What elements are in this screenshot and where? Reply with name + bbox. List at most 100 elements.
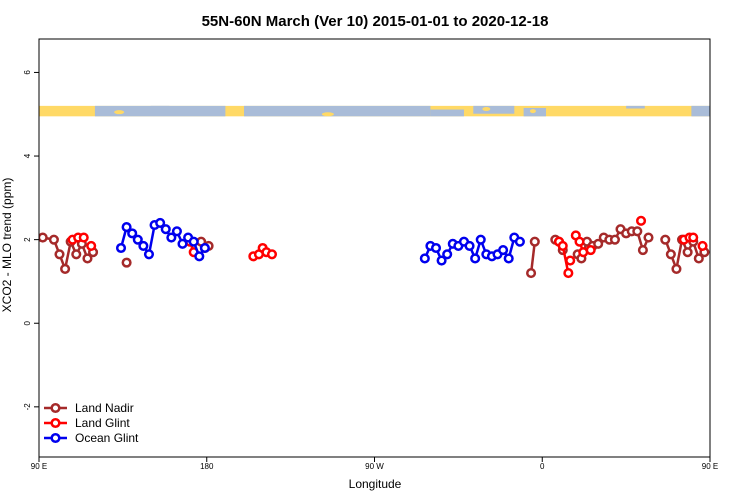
ocean-glint-point (743, 242, 750, 250)
chart-title: 55N-60N March (Ver 10) 2015-01-01 to 202… (202, 13, 549, 30)
ocean-glint-point (160, 224, 171, 235)
x-tick-label: 90 E (31, 462, 47, 471)
ocean-glint-point (419, 253, 430, 264)
ocean-glint-point (442, 249, 453, 260)
land-nadir-point (665, 249, 676, 260)
map-ocean (626, 105, 645, 109)
land-nadir-point (529, 236, 540, 247)
legend-item-land-nadir: Land Nadir (44, 401, 134, 415)
ocean-glint-point (166, 232, 177, 243)
map-ocean (94, 105, 226, 117)
ocean-glint-point (171, 226, 182, 237)
legend-label: Land Glint (75, 416, 130, 430)
map-island (482, 107, 491, 112)
land-glint-point (585, 245, 596, 256)
y-tick-label: -2 (23, 403, 32, 411)
land-nadir-point (682, 247, 693, 258)
land-nadir-point (121, 257, 132, 268)
series-ocean-glint (115, 217, 750, 266)
ocean-glint-point (199, 242, 210, 254)
ocean-glint-point (470, 253, 481, 264)
land-glint-point (563, 268, 574, 279)
ocean-glint-point (436, 255, 447, 266)
series-layer (39, 215, 750, 279)
land-nadir-point (693, 253, 704, 264)
land-nadir-point (671, 263, 682, 274)
ocean-glint-point (721, 244, 729, 252)
land-nadir-point (734, 259, 742, 267)
land-glint-point (78, 232, 89, 243)
ocean-glint-point (514, 236, 525, 247)
land-nadir-point (526, 268, 537, 279)
ocean-glint-point (430, 242, 442, 254)
y-tick-label: 4 (23, 153, 32, 158)
land-glint-point (266, 249, 278, 260)
y-axis-label: XCO2 - MLO trend (ppm) (0, 178, 14, 313)
land-glint-point (86, 240, 97, 251)
land-nadir-point (71, 249, 82, 260)
ocean-glint-line (725, 225, 750, 254)
map-island (666, 110, 679, 115)
ocean-glint-point (155, 217, 166, 228)
legend-label: Land Nadir (75, 401, 134, 415)
ocean-glint-point (121, 222, 132, 233)
ocean-glint-point (194, 251, 205, 262)
map-island (529, 109, 536, 114)
map-island (321, 112, 334, 117)
x-tick-label: 90 E (702, 462, 718, 471)
x-tick-label: 0 (540, 462, 545, 471)
land-nadir-point (60, 263, 71, 274)
land-nadir-point (632, 226, 643, 237)
y-tick-label: 6 (23, 70, 32, 75)
map-island (114, 110, 125, 115)
legend-item-land-glint: Land Glint (44, 416, 130, 430)
y-tick-label: 2 (23, 237, 32, 242)
ocean-glint-point (498, 245, 509, 256)
ocean-glint-point (132, 234, 143, 245)
series-land-nadir (39, 224, 742, 279)
legend-label: Ocean Glint (75, 431, 139, 445)
land-nadir-point (593, 238, 604, 249)
y-axis: -2 0 2 4 6 (23, 70, 39, 411)
map-ocean (150, 105, 170, 110)
ocean-glint-point (138, 240, 149, 251)
ocean-glint-point (143, 249, 155, 260)
ocean-glint-point (115, 242, 127, 254)
ocean-glint-point (464, 240, 475, 251)
land-glint-point (688, 232, 699, 243)
map-ocean (473, 105, 515, 114)
land-nadir-point (660, 234, 671, 245)
legend-marker (50, 402, 61, 414)
land-nadir-point (48, 234, 59, 245)
land-nadir-line (529, 241, 537, 274)
plot-frame (38, 38, 711, 458)
ocean-glint-point (177, 238, 188, 249)
land-glint-point (565, 255, 576, 266)
land-glint-point (697, 240, 708, 251)
x-axis-label: Longitude (349, 477, 402, 491)
land-glint-point (574, 236, 585, 247)
map-strip (39, 105, 710, 117)
legend-item-ocean-glint: Ocean Glint (44, 431, 139, 445)
land-nadir-point (643, 232, 654, 243)
map-ocean (430, 109, 464, 117)
ocean-glint-point (732, 230, 740, 238)
legend-marker (50, 432, 61, 444)
land-nadir-point (82, 253, 93, 264)
x-tick-label: 180 (200, 462, 214, 471)
ocean-glint-point (738, 234, 746, 242)
ocean-glint-point (188, 236, 199, 247)
land-nadir-point (637, 245, 648, 256)
map-ocean (244, 105, 431, 117)
land-nadir-point (54, 249, 65, 260)
ocean-glint-point (503, 253, 514, 264)
map-ocean (691, 105, 710, 117)
x-tick-label: 90 W (365, 462, 384, 471)
y-tick-label: 0 (23, 320, 32, 325)
ocean-glint-point (127, 228, 138, 239)
land-nadir-point (609, 234, 620, 245)
ocean-glint-point (727, 223, 735, 231)
